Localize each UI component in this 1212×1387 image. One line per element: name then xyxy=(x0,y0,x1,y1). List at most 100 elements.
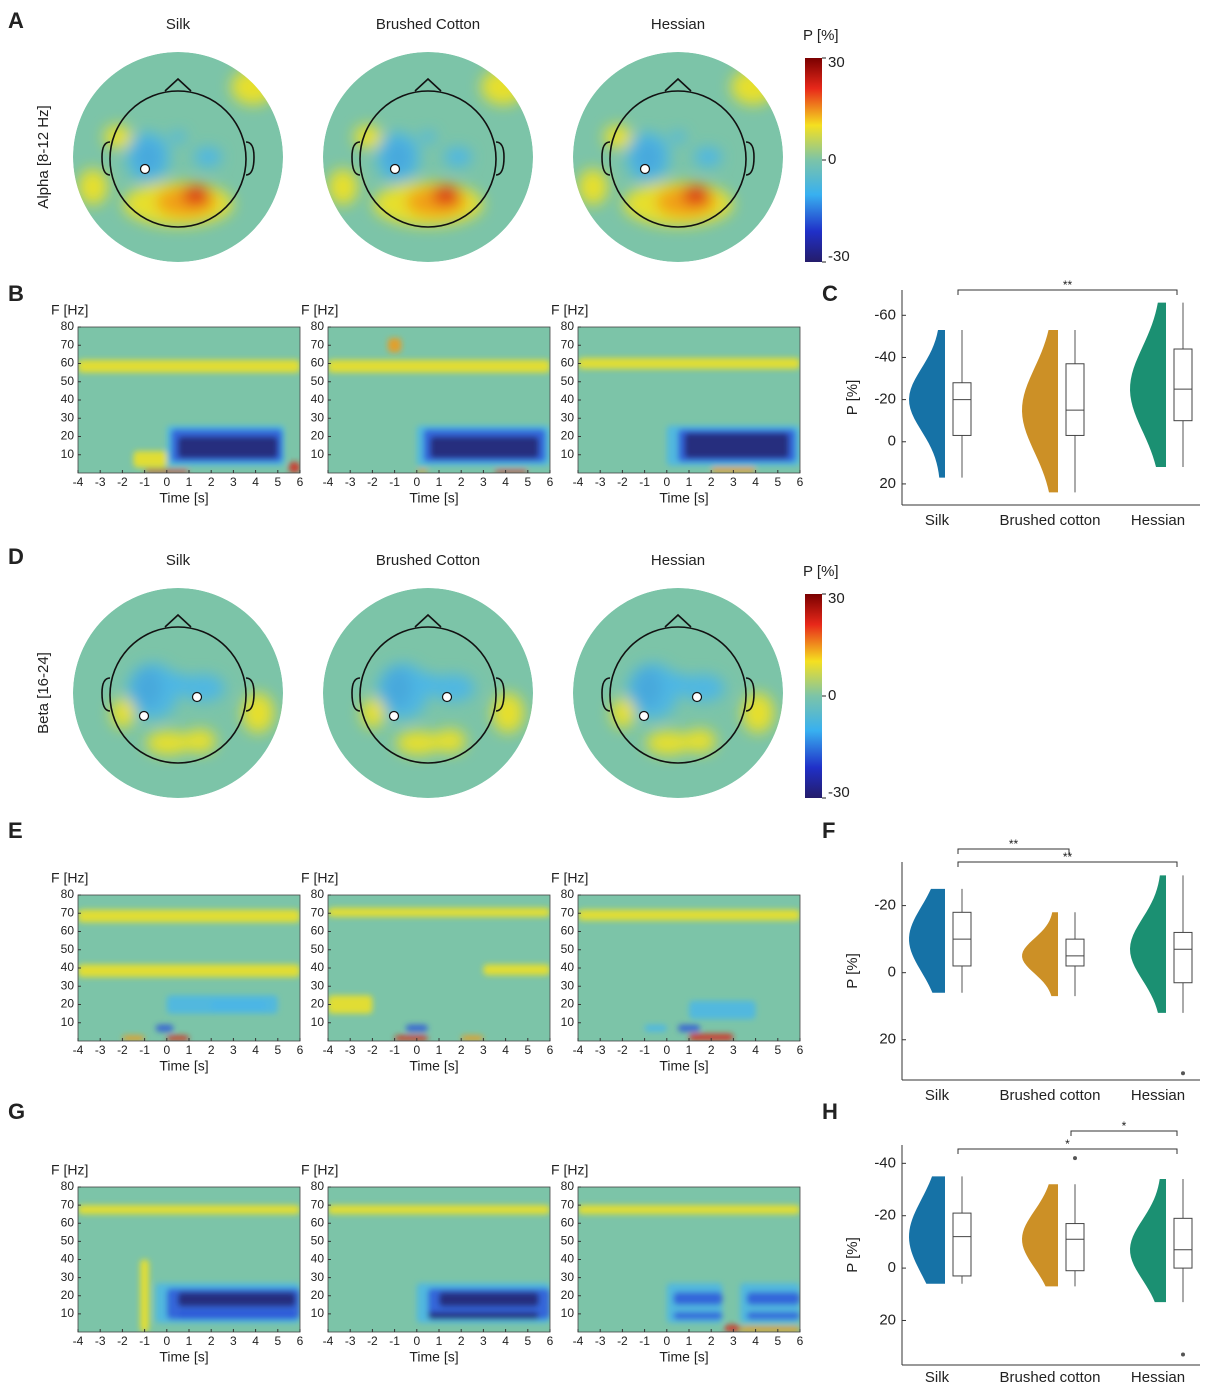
field-blob xyxy=(178,437,278,459)
field-blob xyxy=(178,1292,296,1307)
y-tick-label: 80 xyxy=(61,887,75,901)
field-blob xyxy=(611,698,635,728)
y-tick-label: -60 xyxy=(874,306,896,323)
y-tick-label: 10 xyxy=(561,447,575,461)
x-tick-label: 4 xyxy=(252,475,259,489)
field-blob xyxy=(231,69,275,105)
y-tick-label: 20 xyxy=(561,997,575,1011)
spectrogram xyxy=(578,1187,800,1332)
topomap xyxy=(573,588,783,798)
field-blob xyxy=(406,1025,428,1032)
y-tick-label: 50 xyxy=(561,1234,575,1248)
category-label: Silk xyxy=(925,1087,950,1104)
x-tick-label: 6 xyxy=(547,1334,554,1348)
x-tick-label: 0 xyxy=(663,1334,670,1348)
x-tick-label: 1 xyxy=(186,1043,193,1057)
x-tick-label: 1 xyxy=(186,475,193,489)
colorbar-tick-label: -30 xyxy=(828,248,850,265)
topomap-title: Hessian xyxy=(651,16,705,33)
field-blob xyxy=(388,338,401,353)
x-tick-label: 1 xyxy=(436,1043,443,1057)
y-tick-label: 0 xyxy=(888,433,896,450)
x-tick-label: -1 xyxy=(139,475,150,489)
y-axis-label: F [Hz] xyxy=(301,870,338,886)
y-axis-label: F [Hz] xyxy=(551,1162,588,1178)
field-blob xyxy=(417,469,428,473)
violin xyxy=(1022,330,1058,492)
x-tick-label: 5 xyxy=(774,475,781,489)
field-blob xyxy=(396,731,440,755)
x-tick-label: -1 xyxy=(389,1334,400,1348)
field-blob xyxy=(689,1001,756,1019)
category-label: Hessian xyxy=(1131,1087,1185,1104)
box xyxy=(1066,364,1084,436)
x-tick-label: 3 xyxy=(480,1043,487,1057)
field-blob xyxy=(747,1312,800,1319)
violin xyxy=(1022,1184,1058,1286)
y-tick-label: 40 xyxy=(311,1252,325,1266)
colorbar xyxy=(805,58,822,262)
significance-label: ** xyxy=(1009,837,1019,851)
field-blob xyxy=(432,185,460,205)
field-blob xyxy=(126,132,170,182)
x-tick-label: 6 xyxy=(297,475,304,489)
x-tick-label: -1 xyxy=(139,1334,150,1348)
x-tick-label: -1 xyxy=(389,1043,400,1057)
colorbar-tick-label: 30 xyxy=(828,590,845,607)
x-tick-label: 4 xyxy=(252,1043,259,1057)
box xyxy=(1174,349,1192,421)
field-blob xyxy=(211,1001,267,1010)
x-tick-label: 2 xyxy=(208,475,215,489)
outlier xyxy=(1181,1353,1185,1357)
y-tick-label: 60 xyxy=(311,924,325,938)
panel-letter: A xyxy=(8,8,24,33)
x-tick-label: 0 xyxy=(163,475,170,489)
x-axis-label: Time [s] xyxy=(159,1058,208,1074)
field-blob xyxy=(376,132,420,182)
x-tick-label: -2 xyxy=(117,1334,128,1348)
field-blob xyxy=(328,1205,550,1214)
field-blob xyxy=(439,1292,539,1307)
field-blob xyxy=(140,1260,149,1333)
panel-letter: C xyxy=(822,281,838,306)
y-tick-label: 60 xyxy=(61,924,75,938)
electrode xyxy=(140,712,149,721)
x-tick-label: -2 xyxy=(617,1043,628,1057)
field-blob xyxy=(328,995,372,1013)
field-blob xyxy=(492,693,524,733)
field-blob xyxy=(495,469,528,473)
y-tick-label: 40 xyxy=(311,960,325,974)
y-tick-label: 40 xyxy=(561,960,575,974)
x-tick-label: -1 xyxy=(639,1043,650,1057)
colorbar-tick-label: 30 xyxy=(828,54,845,71)
field-blob xyxy=(78,1205,300,1214)
x-tick-label: 3 xyxy=(230,1334,237,1348)
x-tick-label: -3 xyxy=(95,475,106,489)
y-axis-label: F [Hz] xyxy=(51,1162,88,1178)
y-tick-label: 70 xyxy=(311,905,325,919)
violin xyxy=(909,1176,945,1283)
y-tick-label: 10 xyxy=(61,1015,75,1029)
field-blob xyxy=(483,964,550,975)
field-blob xyxy=(328,360,550,373)
y-tick-label: -20 xyxy=(874,1207,896,1224)
y-tick-label: 20 xyxy=(561,429,575,443)
x-tick-label: 0 xyxy=(413,475,420,489)
colorbar xyxy=(805,594,822,798)
y-tick-label: 60 xyxy=(61,1215,75,1229)
category-label: Brushed cotton xyxy=(1000,1369,1101,1386)
box xyxy=(1174,932,1192,982)
field-blob xyxy=(146,731,190,755)
y-tick-label: 60 xyxy=(561,924,575,938)
field-blob xyxy=(182,185,210,205)
y-tick-label: 40 xyxy=(561,392,575,406)
y-tick-label: 20 xyxy=(879,475,896,492)
colorbar-tick-label: -30 xyxy=(828,784,850,801)
x-tick-label: 6 xyxy=(797,475,804,489)
y-tick-label: 30 xyxy=(61,410,75,424)
y-tick-label: 40 xyxy=(61,960,75,974)
y-tick-label: 10 xyxy=(311,1015,325,1029)
field-blob xyxy=(242,693,274,733)
electrode xyxy=(640,712,649,721)
x-tick-label: 4 xyxy=(502,475,509,489)
